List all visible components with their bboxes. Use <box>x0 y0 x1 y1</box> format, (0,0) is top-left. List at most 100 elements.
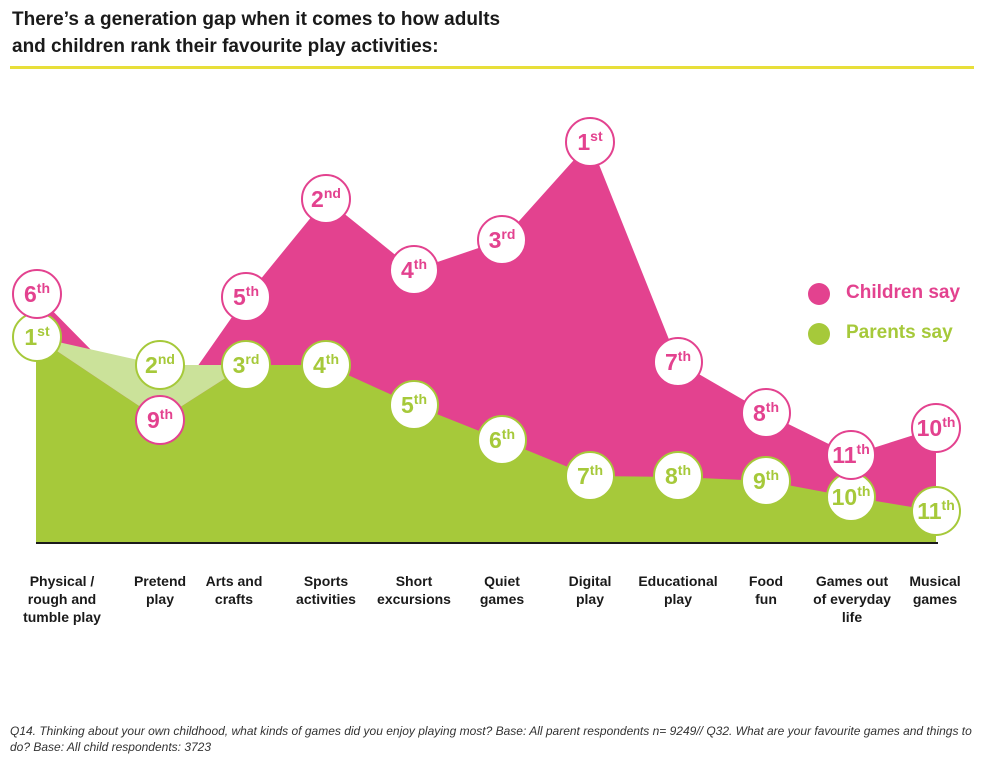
children-rank-marker-1-circle <box>12 269 62 319</box>
parents-rank-marker-3: 3rd <box>221 340 271 390</box>
category-label-5: Short excursions <box>364 572 464 608</box>
children-rank-marker-10-label: 11th <box>832 441 870 468</box>
title-line-1: There’s a generation gap when it comes t… <box>12 9 501 30</box>
children-rank-marker-1-label: 6th <box>24 280 50 307</box>
category-label-line: play <box>663 591 692 607</box>
children-rank-marker-3: 5th <box>221 272 271 322</box>
category-label-line: rough and <box>27 591 97 607</box>
children-rank-marker-7-circle <box>565 117 615 167</box>
children-rank-marker-4: 2nd <box>301 174 351 224</box>
children-rank-marker-8: 7th <box>653 337 703 387</box>
children-rank-marker-2: 9th <box>135 395 185 445</box>
parents-rank-marker-7-circle <box>565 451 615 501</box>
category-label-1: Physical / rough and tumble play <box>12 572 112 626</box>
children-rank-marker-9-circle <box>741 388 791 438</box>
children-rank-marker-6: 3rd <box>477 215 527 265</box>
parents-rank-marker-5-label: 5th <box>401 391 427 418</box>
parents-rank-marker-2-label: 2nd <box>145 351 175 378</box>
parents-rank-marker-8-circle <box>653 451 703 501</box>
category-label-line: Short <box>395 573 433 589</box>
category-label-line: of everyday <box>813 591 891 607</box>
category-label-4: Sports activities <box>276 572 376 608</box>
category-label-11: Musical games <box>885 572 985 608</box>
parents-rank-marker-11: 11th <box>911 486 961 536</box>
children-rank-marker-8-label: 7th <box>665 348 691 375</box>
parents-rank-marker-7: 7th <box>565 451 615 501</box>
children-rank-marker-1: 6th <box>12 269 62 319</box>
children-rank-marker-9-label: 8th <box>753 399 779 426</box>
category-label-6: Quiet games <box>452 572 552 608</box>
parents-rank-marker-4: 4th <box>301 340 351 390</box>
parents-rank-marker-1-label: 1st <box>24 323 50 350</box>
category-label-line: games <box>912 591 958 607</box>
category-label-line: play <box>145 591 174 607</box>
title-line-2: and children rank their favourite play a… <box>12 36 439 57</box>
parents-rank-marker-11-circle <box>911 486 961 536</box>
category-label-line: Quiet <box>484 573 520 589</box>
legend-dot-parents <box>808 323 830 345</box>
category-label-line: games <box>479 591 525 607</box>
parents-rank-marker-4-circle <box>301 340 351 390</box>
parents-rank-marker-6-circle <box>477 415 527 465</box>
parents-rank-marker-6-label: 6th <box>489 426 515 453</box>
category-label-line: Sports <box>303 573 349 589</box>
parents-rank-marker-6: 6th <box>477 415 527 465</box>
children-rank-marker-4-circle <box>301 174 351 224</box>
parents-rank-marker-7-label: 7th <box>577 462 603 489</box>
parents-rank-marker-3-circle <box>221 340 271 390</box>
category-label-8: Educational play <box>628 572 728 608</box>
category-label-line: life <box>841 609 863 625</box>
legend-label-parents: Parents say <box>846 322 953 343</box>
parents-rank-marker-4-label: 4th <box>313 351 339 378</box>
children-rank-marker-3-circle <box>221 272 271 322</box>
children-rank-marker-3-label: 5th <box>233 283 259 310</box>
category-label-7: Digital play <box>540 572 640 608</box>
parents-rank-marker-9: 9th <box>741 456 791 506</box>
category-label-10: Games out of everyday life <box>802 572 902 626</box>
children-rank-marker-7: 1st <box>565 117 615 167</box>
children-rank-marker-5-label: 4th <box>401 256 427 283</box>
parents-rank-marker-10: 10th <box>826 472 876 522</box>
parents-rank-marker-8-label: 8th <box>665 462 691 489</box>
category-label-line: Pretend <box>133 573 187 589</box>
children-rank-marker-6-circle <box>477 215 527 265</box>
category-label-line: Educational <box>638 573 718 589</box>
children-rank-marker-11: 10th <box>911 403 961 453</box>
category-label-line: crafts <box>214 591 254 607</box>
category-label-line: activities <box>296 591 356 607</box>
children-rank-marker-2-circle <box>135 395 185 445</box>
category-label-line: play <box>575 591 604 607</box>
category-label-line: Food <box>748 573 784 589</box>
parents-rank-marker-8: 8th <box>653 451 703 501</box>
parents-rank-marker-10-label: 10th <box>832 483 871 510</box>
parents-rank-marker-5-circle <box>389 380 439 430</box>
children-rank-marker-10: 11th <box>826 430 876 480</box>
parents-rank-marker-5: 5th <box>389 380 439 430</box>
children-rank-marker-4-label: 2nd <box>311 185 341 212</box>
legend-label-children: Children say <box>846 282 961 303</box>
parents-rank-marker-2-circle <box>135 340 185 390</box>
parents-rank-marker-2: 2nd <box>135 340 185 390</box>
category-label-line: excursions <box>377 591 451 607</box>
category-label-line: Games out <box>815 573 889 589</box>
title-underline <box>10 66 974 69</box>
children-rank-marker-8-circle <box>653 337 703 387</box>
children-rank-marker-7-label: 1st <box>577 128 603 155</box>
parents-rank-marker-11-label: 11th <box>917 497 955 524</box>
category-label-line: tumble play <box>23 609 101 625</box>
category-label-line: Arts and <box>205 573 263 589</box>
category-label-9: Food fun <box>716 572 816 608</box>
category-label-3: Arts and crafts <box>184 572 284 608</box>
category-label-line: Musical <box>909 573 961 589</box>
category-label-line: fun <box>755 591 777 607</box>
footnote: Q14. Thinking about your own childhood, … <box>10 724 972 754</box>
parents-rank-marker-1: 1st <box>12 312 62 362</box>
children-rank-marker-5: 4th <box>389 245 439 295</box>
children-rank-marker-2-label: 9th <box>147 406 173 433</box>
parents-rank-marker-3-label: 3rd <box>233 351 260 378</box>
legend-dot-children <box>808 283 830 305</box>
parents-rank-marker-9-label: 9th <box>753 467 779 494</box>
children-rank-marker-9: 8th <box>741 388 791 438</box>
children-rank-marker-5-circle <box>389 245 439 295</box>
